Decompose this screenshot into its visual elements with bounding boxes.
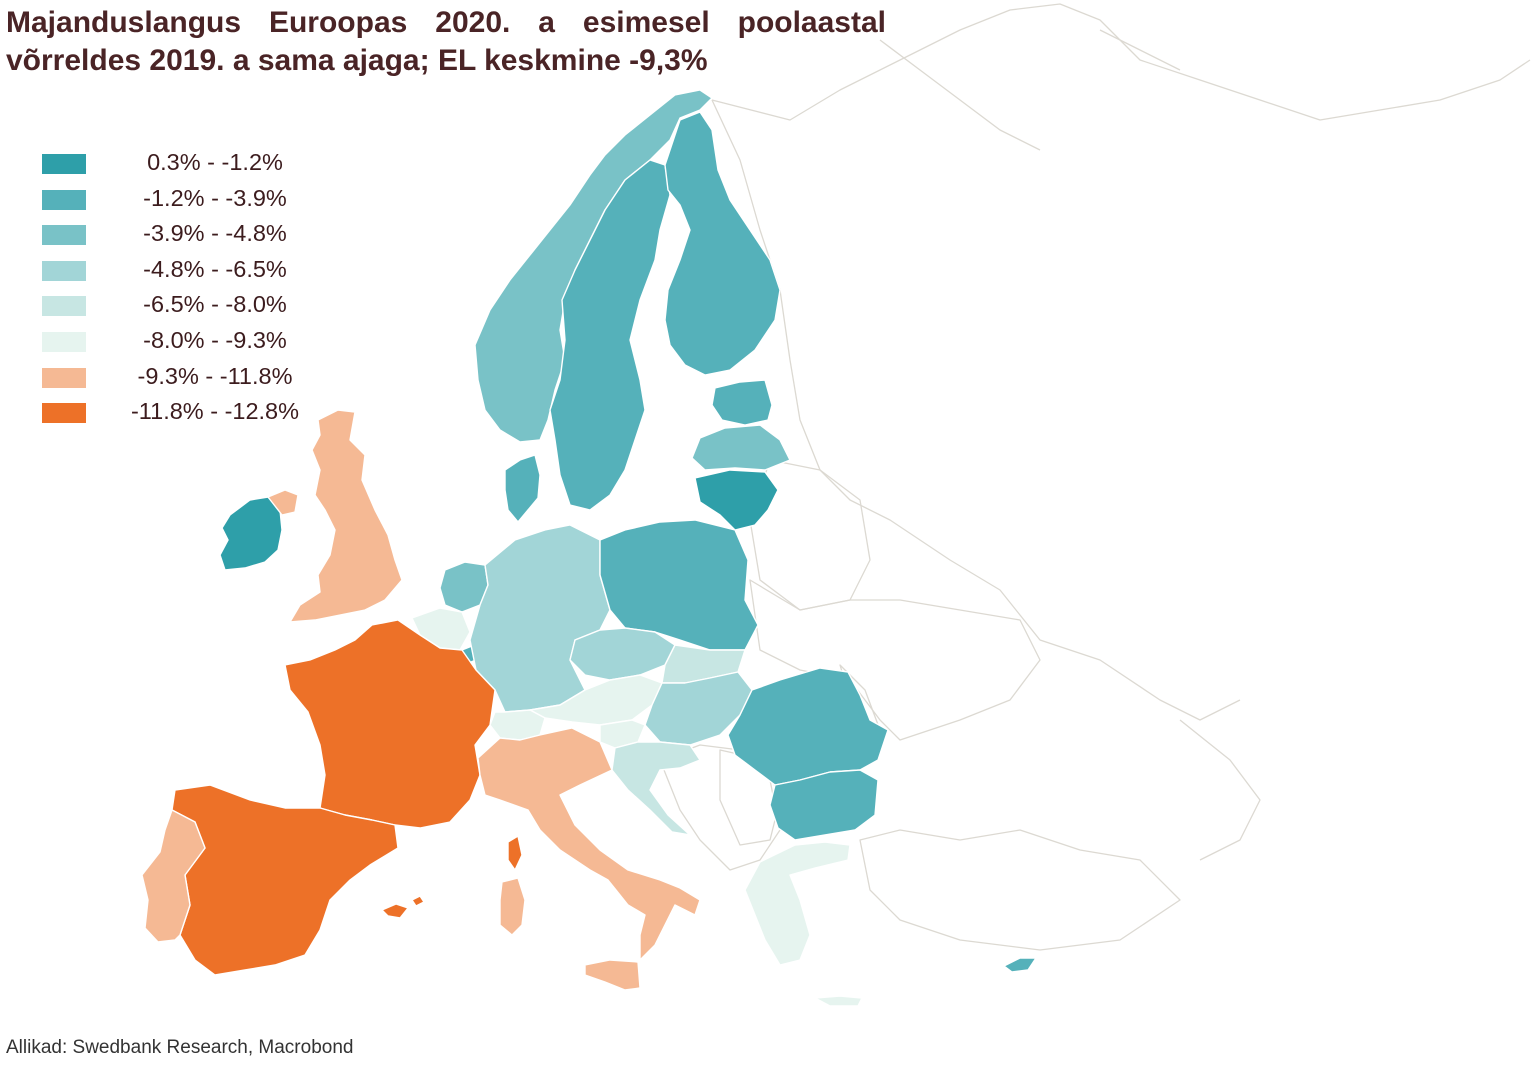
- russia-outline: [711, 3, 1531, 121]
- czechia-region[interactable]: [569, 627, 676, 681]
- corsica-region[interactable]: [507, 835, 523, 871]
- country-regions: [141, 89, 1037, 1007]
- caucasus-outline: [1179, 719, 1261, 861]
- france-region[interactable]: [284, 619, 496, 829]
- map-title-line-1: Majanduslangus Euroopas 2020. a esimesel…: [6, 6, 886, 39]
- russia-border-outline: [711, 99, 1241, 721]
- greece-region[interactable]: [744, 841, 851, 966]
- turkey-outline: [859, 829, 1181, 951]
- legend-swatch: [42, 225, 86, 246]
- legend-swatch: [42, 367, 86, 388]
- norway-region[interactable]: [474, 89, 713, 443]
- portugal-region[interactable]: [141, 809, 206, 943]
- source-note: Allikad: Swedbank Research, Macrobond: [6, 1037, 354, 1058]
- legend-swatch: [42, 154, 86, 174]
- italy-region[interactable]: [477, 727, 701, 961]
- legend-label: -8.0% - -9.3%: [143, 326, 287, 353]
- sweden-region[interactable]: [549, 159, 671, 511]
- legend-label: -6.5% - -8.0%: [143, 291, 287, 318]
- map-title: Majanduslangus Euroopas 2020. a esimesel…: [6, 4, 886, 80]
- bulgaria-region[interactable]: [769, 769, 879, 841]
- legend-label: -4.8% - -6.5%: [143, 255, 287, 282]
- romania-region[interactable]: [727, 667, 889, 786]
- legend-label: -11.8% - -12.8%: [130, 398, 300, 425]
- north-coast-outline: [879, 29, 1181, 151]
- balkans-outline: [659, 744, 781, 871]
- legend-label: -1.2% - -3.9%: [143, 184, 287, 211]
- legend-label: 0.3% - -1.2%: [147, 149, 283, 175]
- ireland-region[interactable]: [219, 496, 283, 571]
- germany-region[interactable]: [469, 524, 611, 713]
- legend-label: -9.3% - -11.8%: [137, 362, 293, 389]
- croatia-region[interactable]: [611, 741, 701, 836]
- northern-ireland-region[interactable]: [267, 489, 299, 516]
- legend-swatch: [42, 189, 86, 210]
- balearic-islands-region[interactable]: [381, 895, 425, 919]
- united-kingdom-region[interactable]: [289, 409, 403, 623]
- latvia-region[interactable]: [691, 424, 791, 471]
- legend-swatch: [42, 403, 86, 424]
- estonia-region[interactable]: [711, 379, 773, 426]
- legend-swatch: [42, 331, 86, 352]
- legend-swatch: [42, 296, 86, 317]
- legend-swatch: [42, 260, 86, 281]
- poland-region[interactable]: [599, 519, 759, 651]
- crete-region[interactable]: [814, 995, 863, 1007]
- finland-region[interactable]: [664, 111, 781, 376]
- lithuania-region[interactable]: [694, 469, 779, 531]
- sardinia-region[interactable]: [499, 877, 526, 936]
- map-title-line-2: võrreldes 2019. a sama ajaga; EL keskmin…: [6, 44, 708, 77]
- denmark-region[interactable]: [504, 454, 541, 523]
- sicily-region[interactable]: [584, 959, 641, 991]
- cyprus-region[interactable]: [1003, 957, 1037, 973]
- legend-label: -3.9% - -4.8%: [143, 220, 287, 247]
